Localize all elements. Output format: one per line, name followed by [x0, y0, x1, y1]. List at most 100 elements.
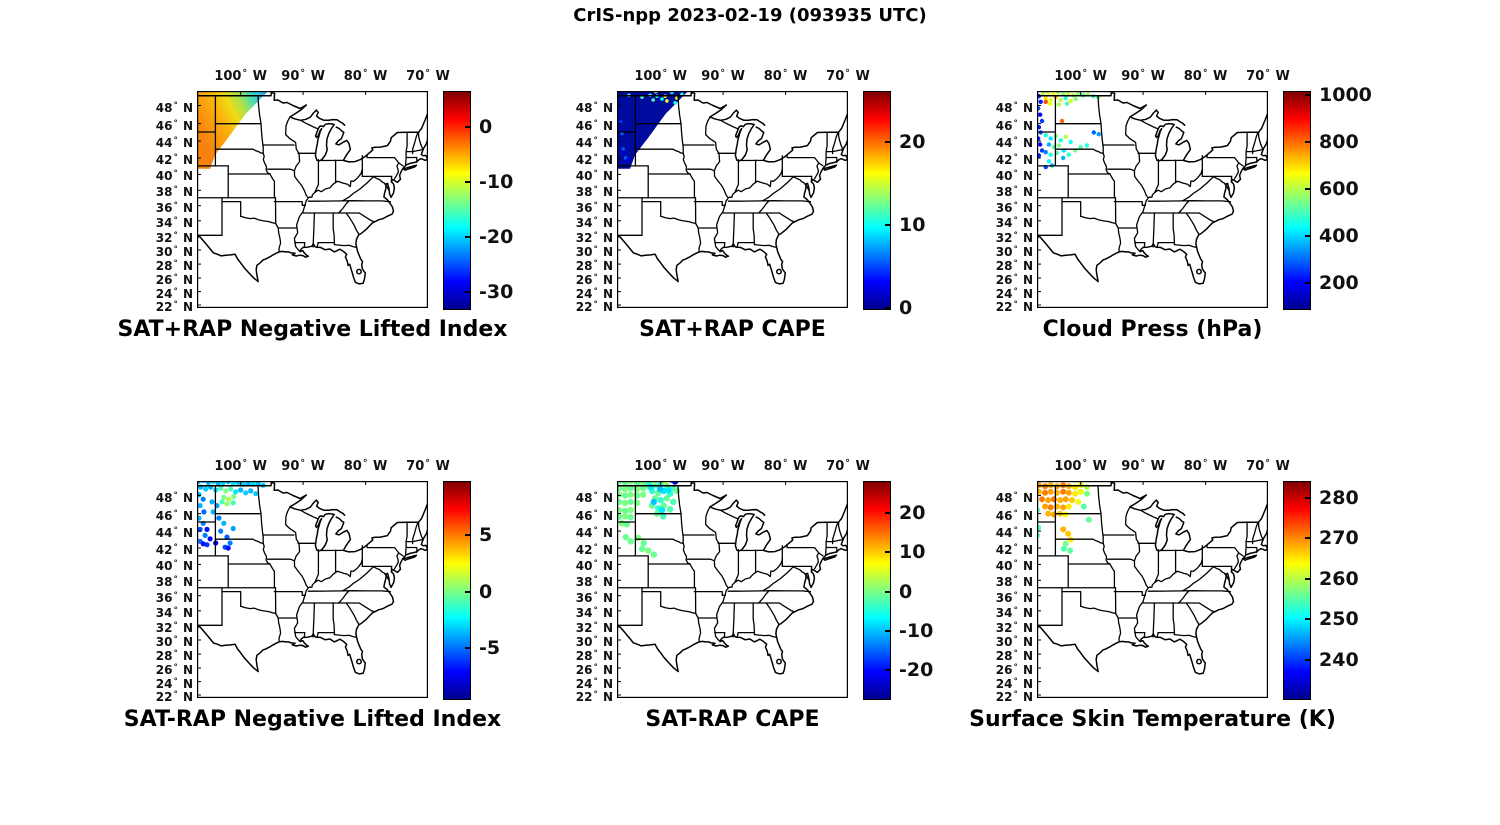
lat-tick-label: 38° N [155, 575, 193, 590]
colorbar-tick-label: -20 [899, 659, 934, 682]
degree-symbol: ° [173, 169, 178, 180]
degree-symbol: ° [1140, 68, 1146, 79]
lat-tick-label: 34° N [575, 215, 613, 230]
colorbar-tick-label: 5 [479, 524, 493, 547]
lat-tick-label: 26° N [575, 272, 613, 287]
colorbar-tickmark [465, 590, 470, 593]
colorbar-tick-label: 600 [1319, 178, 1359, 201]
colorbar-tick-label: 1000 [1319, 84, 1372, 106]
colorbar-tickmark [465, 181, 470, 184]
lat-tick-label: 22° N [575, 299, 613, 314]
degree-symbol: ° [1013, 649, 1018, 660]
colorbar-tick-label: -20 [479, 226, 514, 249]
colorbar-tick-label: -10 [479, 171, 514, 194]
colorbar-tickmark [885, 307, 890, 309]
lon-tick-label: 90° W [701, 68, 745, 85]
degree-symbol: ° [1013, 118, 1018, 129]
colorbar-tick-label: 240 [1319, 648, 1359, 671]
degree-symbol: ° [593, 118, 598, 129]
degree-symbol: ° [173, 215, 178, 226]
degree-symbol: ° [1013, 526, 1018, 537]
lat-tick-label: 28° N [995, 258, 1033, 273]
degree-symbol: ° [1013, 185, 1018, 196]
lat-tick-label: 24° N [575, 676, 613, 691]
lat-tick-label: 34° N [155, 215, 193, 230]
colorbar-tick-label: -10 [899, 619, 934, 642]
degree-symbol: ° [593, 590, 598, 601]
lat-tick-label: 36° N [575, 590, 613, 605]
state-boundaries-interior [617, 485, 844, 643]
lat-tick-label: 40° N [575, 169, 613, 184]
degree-symbol: ° [300, 458, 306, 469]
colorbar-tickmark [465, 291, 470, 294]
figure-title: CrIS-npp 2023-02-19 (093935 UTC) [573, 5, 927, 26]
colorbar-sat_plus_rap_cape [863, 91, 891, 310]
lat-tick-label: 38° N [575, 575, 613, 590]
lat-tick-label: 46° N [155, 508, 193, 523]
lat-tick-label: 32° N [155, 620, 193, 635]
degree-symbol: ° [300, 68, 306, 79]
state-boundaries [1037, 91, 1268, 285]
lat-tick-label: 34° N [995, 605, 1033, 620]
degree-symbol: ° [1202, 458, 1208, 469]
panel-title-sat_minus_rap_cape: SAT-RAP CAPE [645, 707, 820, 732]
lat-tick-label: 22° N [155, 299, 193, 314]
degree-symbol: ° [1013, 272, 1018, 283]
degree-symbol: ° [1013, 690, 1018, 700]
state-boundaries [617, 481, 848, 675]
colorbar-tick-label: 800 [1319, 131, 1359, 154]
lat-tick-label: 46° N [575, 508, 613, 523]
lat-tick-label: 22° N [155, 689, 193, 704]
lat-tick-label: 42° N [575, 152, 613, 167]
degree-symbol: ° [1013, 136, 1018, 147]
lon-tick-label: 80° W [763, 68, 808, 85]
lon-tick-label: 100° W [214, 458, 268, 475]
lat-tick-label: 22° N [575, 689, 613, 704]
colorbar-sat_minus_rap_cape [863, 481, 891, 700]
colorbar-tickmark [1305, 537, 1310, 540]
panel-title-surface_skin_temp: Surface Skin Temperature (K) [969, 707, 1336, 732]
colorbar-tickmark [885, 551, 890, 554]
lat-tick-label: 32° N [575, 230, 613, 245]
colorbar-tickmark [885, 512, 890, 515]
lat-tick-label: 28° N [575, 258, 613, 273]
degree-symbol: ° [593, 662, 598, 673]
lat-tick-label: 44° N [155, 525, 193, 540]
colorbar-tickmark [885, 590, 890, 593]
degree-symbol: ° [1013, 620, 1018, 631]
lon-tick-label: 70° W [826, 458, 870, 475]
map-frame [197, 91, 428, 308]
degree-symbol: ° [173, 286, 178, 297]
colorbar-tickmark [885, 141, 890, 144]
lat-tick-label: 30° N [155, 244, 193, 259]
degree-symbol: ° [173, 272, 178, 283]
colorbar-tickmark [465, 647, 470, 650]
degree-symbol: ° [1265, 458, 1270, 469]
panel-title-sat_plus_rap_cape: SAT+RAP CAPE [639, 317, 826, 342]
map-sat_plus_rap_cape [617, 91, 848, 308]
lat-tick-label: 30° N [575, 634, 613, 649]
degree-symbol: ° [1202, 68, 1208, 79]
degree-symbol: ° [1013, 662, 1018, 673]
degree-symbol: ° [845, 458, 850, 469]
degree-symbol: ° [242, 68, 248, 79]
degree-symbol: ° [1013, 230, 1018, 241]
degree-symbol: ° [593, 300, 598, 310]
lon-tick-label: 80° W [763, 458, 808, 475]
lat-tick-label: 38° N [995, 575, 1033, 590]
lat-tick-label: 46° N [155, 118, 193, 133]
degree-symbol: ° [593, 230, 598, 241]
degree-symbol: ° [593, 508, 598, 519]
data-swath [617, 91, 689, 169]
colorbar-tickmark [465, 236, 470, 239]
degree-symbol: ° [593, 676, 598, 687]
colorbar-tick-label: 20 [899, 131, 926, 154]
degree-symbol: ° [173, 649, 178, 660]
degree-symbol: ° [173, 185, 178, 196]
colorbar-tick-label: 400 [1319, 225, 1359, 248]
colorbar-tick-label: 280 [1319, 487, 1359, 509]
lat-tick-label: 44° N [575, 135, 613, 150]
degree-symbol: ° [593, 690, 598, 700]
degree-symbol: ° [173, 300, 178, 310]
degree-symbol: ° [173, 605, 178, 616]
